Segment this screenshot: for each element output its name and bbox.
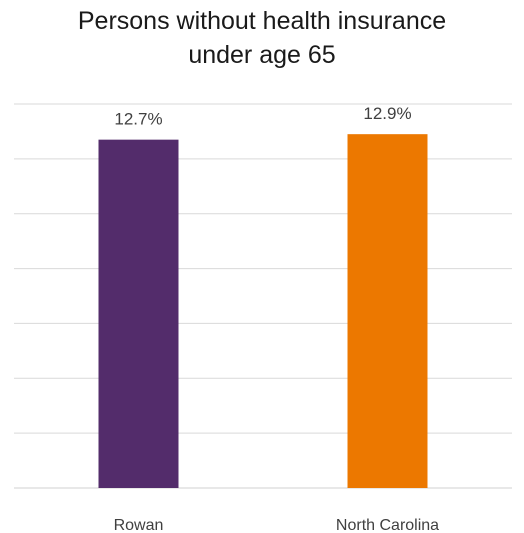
data-label: 12.9% [363,104,411,123]
data-label: 12.7% [114,110,162,129]
x-tick-label: North Carolina [336,517,439,533]
bar-rowan [98,139,179,488]
x-tick-label: Rowan [114,517,164,533]
chart-title-line-2: under age 65 [188,41,336,69]
chart-title: Persons without health insurance under a… [0,4,524,72]
bar-north-carolina [347,134,428,488]
chart-title-line-1: Persons without health insurance [77,7,447,35]
